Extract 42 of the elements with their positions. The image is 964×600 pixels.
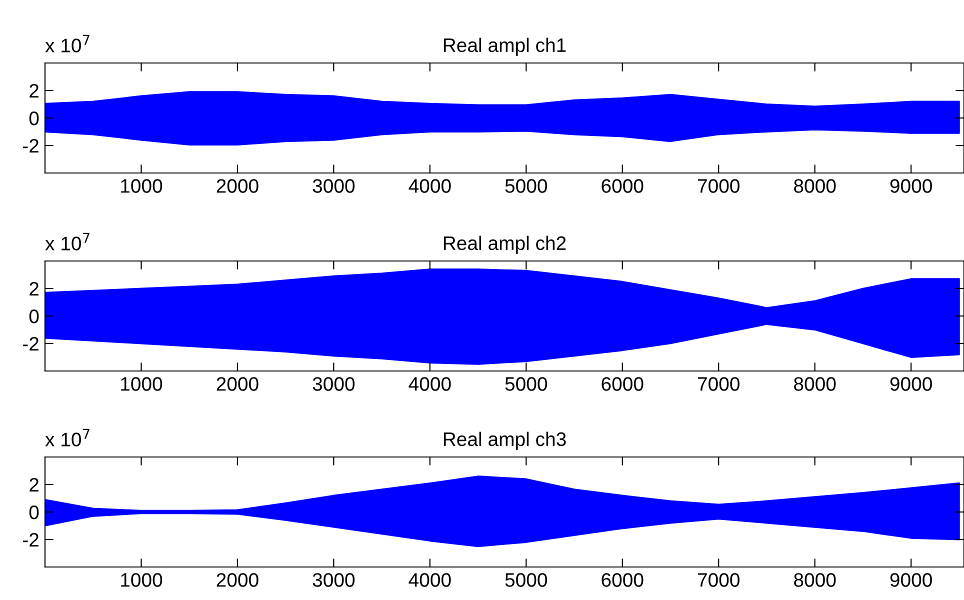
x-tick-label: 8000 bbox=[794, 377, 836, 391]
x-tick-label: 7000 bbox=[698, 573, 740, 587]
x-tick-label: 8000 bbox=[794, 573, 836, 587]
x-tick-label: 1000 bbox=[121, 179, 162, 193]
x-tick-label: 9000 bbox=[890, 573, 932, 587]
x-tick-label: 7000 bbox=[698, 179, 740, 193]
text: x 10$^{7}$ bbox=[45, 34, 90, 52]
text: x 10$^{7}$ bbox=[45, 232, 90, 250]
x-tick-label: 6000 bbox=[602, 179, 644, 193]
y-tick-label: 0 bbox=[29, 111, 39, 126]
x-tick-label: 3000 bbox=[312, 573, 355, 587]
x-tick-label: 5000 bbox=[505, 179, 548, 193]
y-tick-label: -2 bbox=[23, 336, 38, 351]
y-tick-label: 2 bbox=[30, 478, 38, 492]
x-tick-label: 3000 bbox=[312, 377, 355, 391]
y-tick-label: 0 bbox=[29, 309, 39, 324]
y-tick-label: 0 bbox=[29, 505, 39, 520]
y-tick-label: 2 bbox=[30, 84, 38, 98]
x-tick-label: 2000 bbox=[216, 573, 258, 587]
x-tick-label: 4000 bbox=[408, 377, 451, 391]
chart-title: Real ampl ch2 bbox=[444, 236, 566, 254]
x-tick-label: 4000 bbox=[408, 573, 451, 587]
y-tick-label: 2 bbox=[30, 282, 38, 296]
x-tick-label: 5000 bbox=[505, 573, 548, 587]
x-tick-label: 6000 bbox=[602, 573, 644, 587]
x-tick-label: 2000 bbox=[216, 179, 258, 193]
x-tick-label: 6000 bbox=[602, 377, 644, 391]
x-tick-label: 1000 bbox=[121, 573, 162, 587]
x-tick-label: 2000 bbox=[216, 377, 258, 391]
text: x 10$^{7}$ bbox=[45, 428, 90, 446]
y-tick-label: -2 bbox=[23, 138, 38, 153]
y-tick-label: -2 bbox=[23, 532, 38, 547]
x-tick-label: 9000 bbox=[890, 377, 932, 391]
x-tick-label: 3000 bbox=[312, 179, 355, 193]
chart-title: Real ampl ch3 bbox=[444, 432, 566, 450]
x-tick-label: 4000 bbox=[408, 179, 451, 193]
x-tick-label: 7000 bbox=[698, 377, 740, 391]
chart-title: Real ampl ch1 bbox=[444, 38, 566, 56]
x-tick-label: 5000 bbox=[505, 377, 548, 391]
x-tick-label: 8000 bbox=[794, 179, 836, 193]
x-tick-label: 9000 bbox=[890, 179, 932, 193]
x-tick-label: 1000 bbox=[121, 377, 162, 391]
